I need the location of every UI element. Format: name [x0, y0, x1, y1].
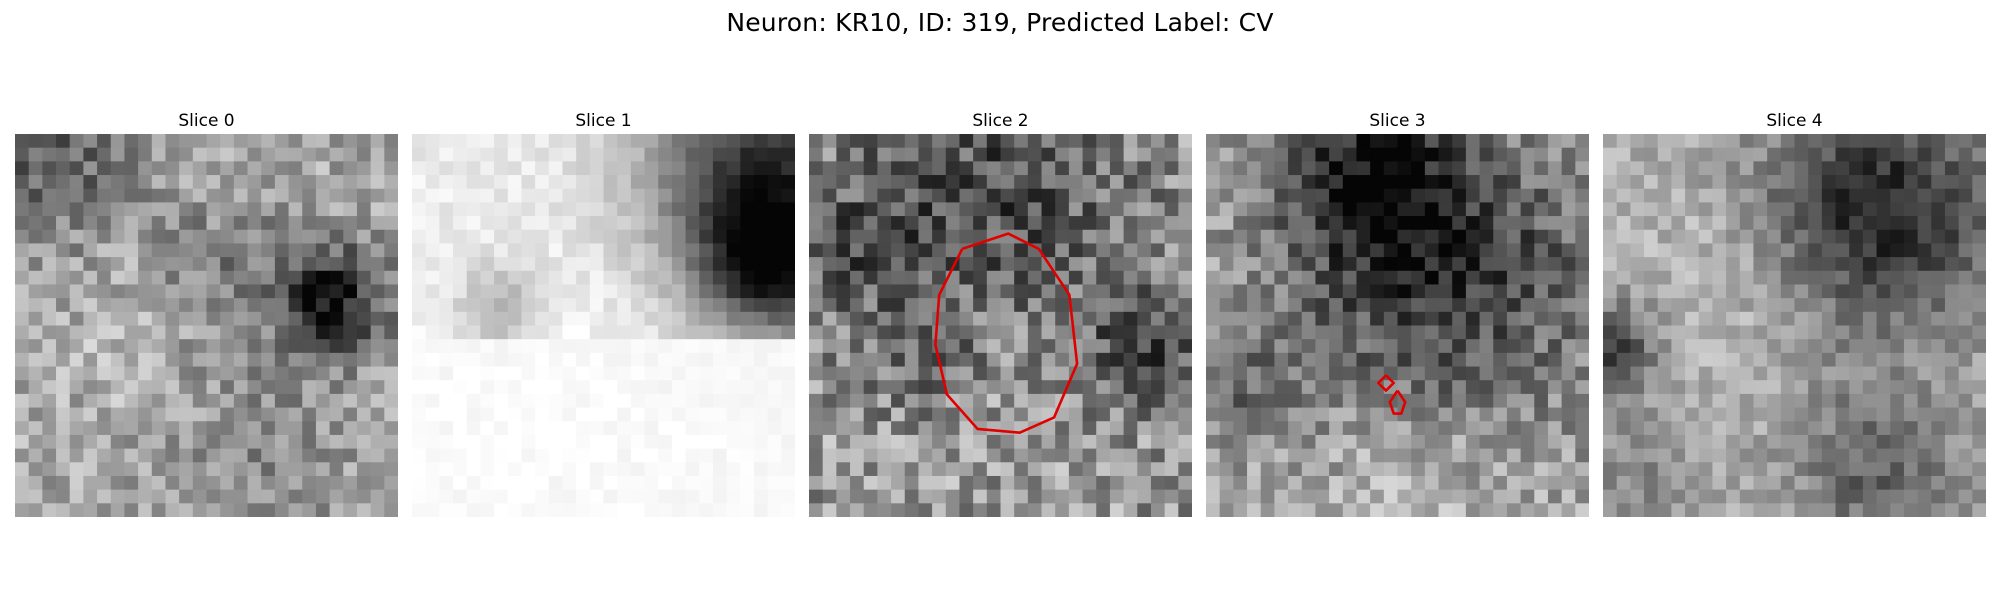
slice-panel-0: Slice 0: [15, 108, 398, 517]
slice-image: [1206, 134, 1589, 517]
slice-pixel-grid: [1206, 134, 1589, 517]
slice-image: [1603, 134, 1986, 517]
slice-panel-3: Slice 3: [1206, 108, 1589, 517]
slice-image: [412, 134, 795, 517]
slice-image: [809, 134, 1192, 517]
slice-pixel-grid: [412, 134, 795, 517]
slice-panel-4: Slice 4: [1603, 108, 1986, 517]
segmentation-contour: [1388, 389, 1407, 415]
slice-panel-2: Slice 2: [809, 108, 1192, 517]
slice-title: Slice 3: [1369, 111, 1426, 131]
slice-title: Slice 0: [178, 111, 235, 131]
figure-title: Neuron: KR10, ID: 319, Predicted Label: …: [726, 8, 1274, 37]
slice-pixel-grid: [15, 134, 398, 517]
slice-title: Slice 1: [575, 111, 632, 131]
slice-pixel-grid: [1603, 134, 1986, 517]
segmentation-contour: [934, 232, 1079, 435]
slice-panel-1: Slice 1: [412, 108, 795, 517]
segmentation-contour: [1377, 374, 1395, 392]
slice-pixel-grid: [809, 134, 1192, 517]
slice-image: [15, 134, 398, 517]
slice-title: Slice 2: [972, 111, 1029, 131]
slice-title: Slice 4: [1766, 111, 1823, 131]
